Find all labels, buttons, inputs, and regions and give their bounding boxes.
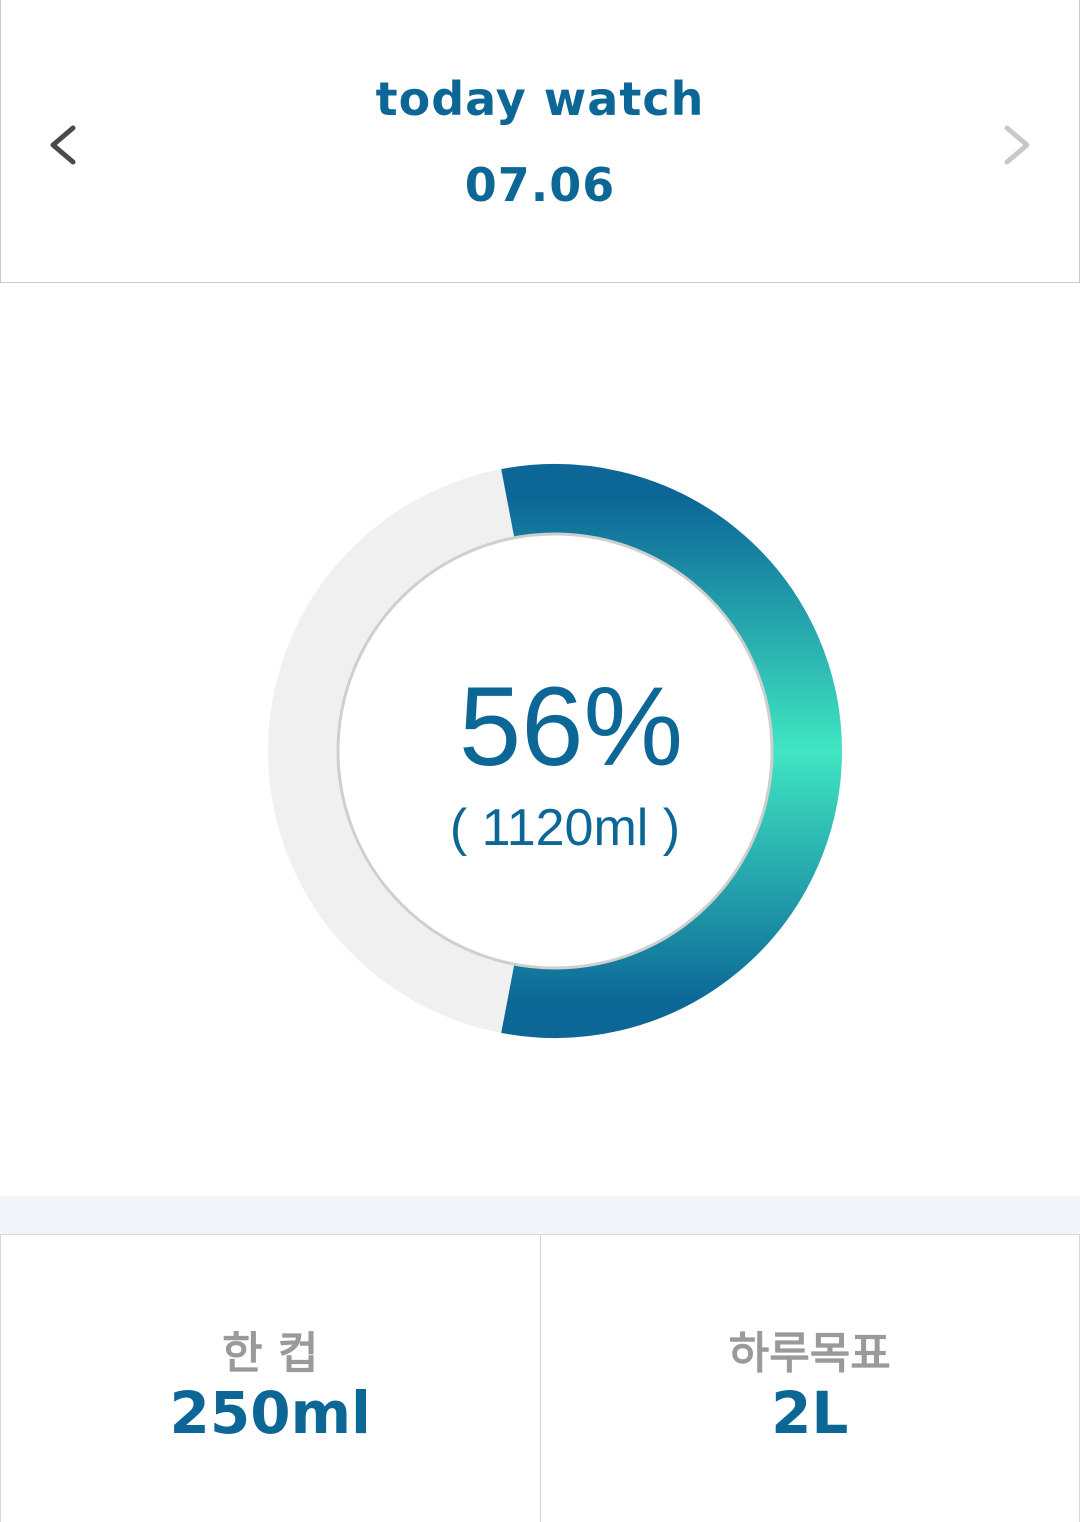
progress-amount: ( 1120ml ) [400, 798, 730, 858]
progress-gauge: 56% ( 1120ml ) [0, 284, 1080, 1196]
progress-percent: 56% [436, 662, 706, 791]
daily-goal-label: 하루목표 [541, 1317, 1080, 1381]
current-date: 07.06 [1, 158, 1079, 212]
section-divider [0, 1196, 1080, 1234]
daily-goal-value: 2L [541, 1379, 1080, 1447]
chevron-right-icon [997, 120, 1037, 170]
stats-panel: 한 컵 250ml 하루목표 2L [0, 1234, 1080, 1522]
page-title: today watch [1, 72, 1079, 126]
next-day-button[interactable] [977, 95, 1057, 195]
date-header: today watch 07.06 [0, 0, 1080, 283]
daily-goal-cell[interactable]: 하루목표 2L [541, 1235, 1080, 1522]
cup-size-label: 한 컵 [1, 1317, 540, 1381]
cup-size-cell[interactable]: 한 컵 250ml [0, 1235, 541, 1522]
cup-size-value: 250ml [1, 1379, 540, 1447]
